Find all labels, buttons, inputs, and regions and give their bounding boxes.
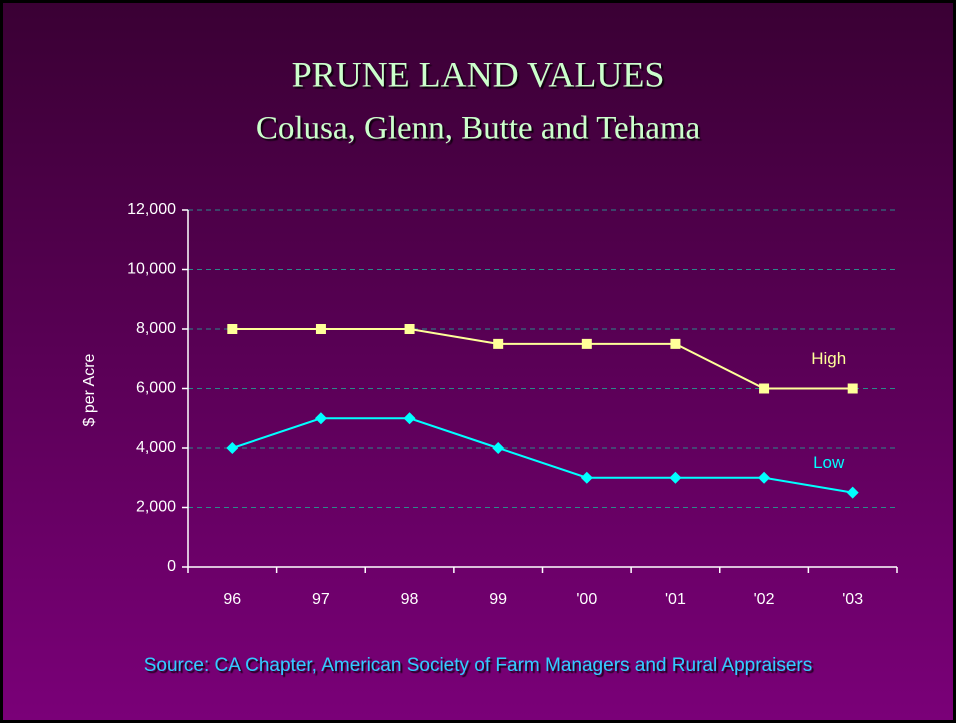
background <box>3 3 953 720</box>
marker <box>404 324 415 334</box>
y-tick-label: 12,000 <box>127 201 176 218</box>
x-tick-label: 96 <box>223 591 241 608</box>
source-note: Source: CA Chapter, American Society of … <box>144 655 812 676</box>
marker <box>314 412 327 425</box>
marker <box>846 486 859 499</box>
x-tick-label: 98 <box>401 591 419 608</box>
marker <box>492 442 505 454</box>
x-tick-label: 97 <box>312 591 330 608</box>
marker <box>581 338 592 349</box>
marker <box>669 471 682 484</box>
y-tick-label: 4,000 <box>136 439 176 456</box>
marker <box>493 338 504 349</box>
series-line <box>231 417 853 494</box>
x-tick-label: '02 <box>754 591 775 608</box>
chart-title: PRUNE LAND VALUES <box>292 54 665 94</box>
series-line <box>232 328 853 390</box>
x-tick-label: 99 <box>489 591 507 608</box>
marker <box>847 383 858 394</box>
legend-label: High <box>811 349 846 368</box>
y-tick-label: 0 <box>167 558 176 575</box>
x-tick-label: '03 <box>842 591 863 608</box>
marker <box>226 442 239 454</box>
marker <box>227 324 238 334</box>
marker <box>403 412 416 425</box>
marker <box>758 471 771 484</box>
y-tick-label: 6,000 <box>136 380 176 397</box>
x-tick-label: '00 <box>576 591 597 608</box>
x-tick-label: '01 <box>665 591 686 608</box>
legend-label: Low <box>813 453 845 472</box>
y-tick-label: 10,000 <box>127 261 176 278</box>
y-tick-label: 2,000 <box>136 499 176 516</box>
marker <box>580 471 593 484</box>
marker <box>759 383 770 394</box>
marker <box>670 338 681 349</box>
y-tick-label: 8,000 <box>136 320 176 337</box>
chart-subtitle: Colusa, Glenn, Butte and Tehama <box>256 111 701 147</box>
y-axis-label: $ per Acre <box>81 353 98 426</box>
marker <box>315 324 326 334</box>
